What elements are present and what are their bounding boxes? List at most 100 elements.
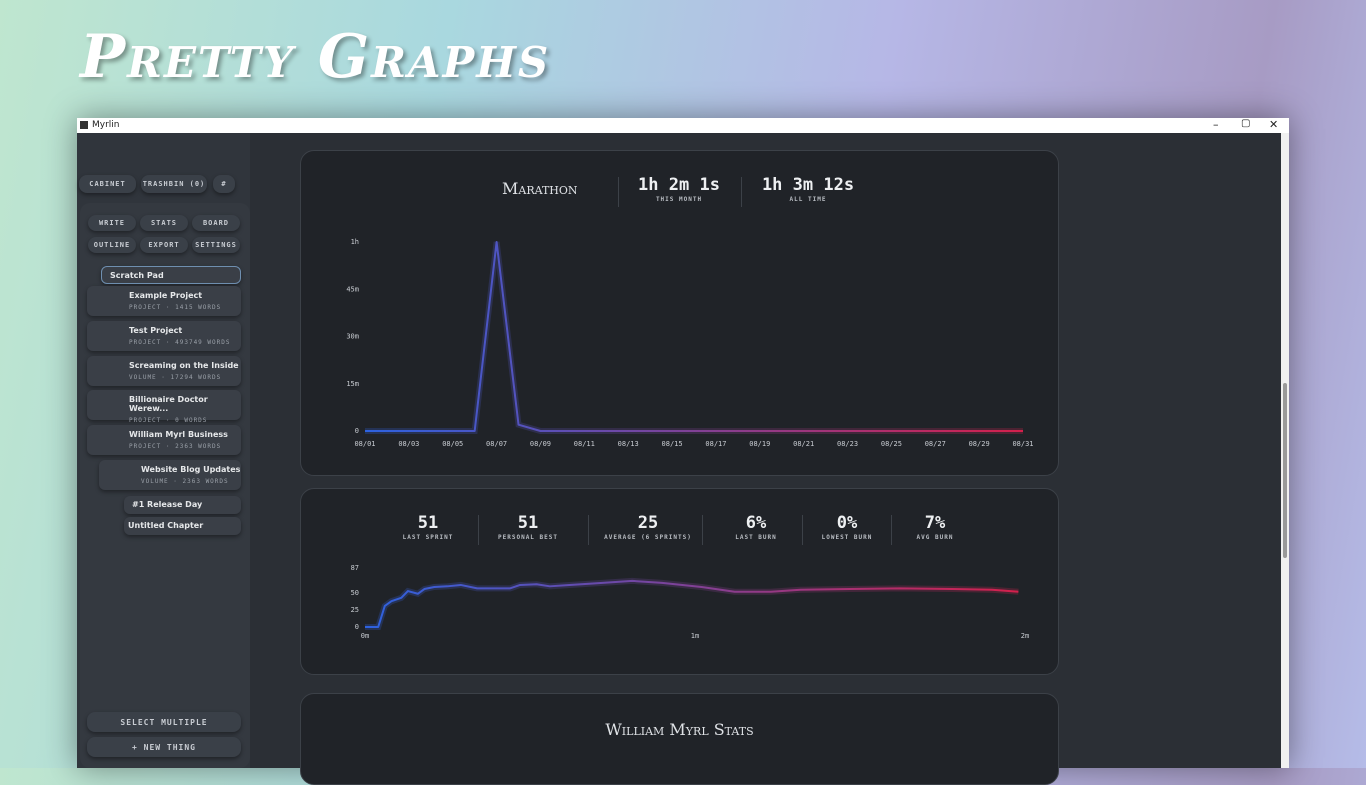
item-meta: PROJECT · 0 WORDS [129,417,208,424]
stats-card: William Myrl Stats [300,693,1059,785]
separator [801,515,803,545]
stat-label: LAST SPRINT [402,534,454,541]
tab[interactable]: SETTINGS [192,237,240,253]
marathon-chart: 0 15m 30m 45m 1h 08/01 08/03 08/05 08/07 08/09 08/… [346,238,1033,448]
card-title: Marathon [502,179,578,198]
app-icon [80,121,88,129]
project-item[interactable]: Billionaire Doctor Werew... PROJECT · 0 W… [87,390,241,424]
stat-label: PERSONAL BEST [498,534,558,541]
y-tick-label: 15m [346,380,359,388]
x-tick-label: 08/23 [837,440,858,448]
chapter[interactable]: #1 Release Day [124,496,241,514]
scroll-thumb[interactable] [1283,383,1287,558]
item-meta: PROJECT · 493749 WORDS [129,339,231,346]
close[interactable]: ✕ [1269,118,1279,131]
cabinet-button[interactable]: CABINET [79,175,136,193]
item-title: Website Blog Updates [141,465,241,474]
window-title: Myrlin [92,120,120,130]
x-tick-label: 08/15 [662,440,683,448]
new-thing-button[interactable]: + NEW THING [87,737,241,757]
x-tick-label: 08/29 [969,440,990,448]
item-title: Example Project [129,291,203,300]
stat-label: AVERAGE (6 SPRINTS) [604,534,692,541]
sprint-card: 51 LAST SPRINT 51 PERSONAL BEST 25 AVERAGE (6… [300,488,1059,675]
item-title: Test Project [129,326,183,335]
maximize[interactable]: ▢ [1241,118,1251,129]
x-tick-label: 08/05 [442,440,463,448]
x-tick-label: 08/11 [574,440,595,448]
x-tick-label: 08/03 [398,440,419,448]
separator [618,177,619,207]
y-tick-label: 25 [351,606,359,614]
y-tick-label: 1h [351,238,359,246]
tab[interactable]: STATS [140,215,188,231]
card-title: William Myrl Stats [605,720,754,739]
y-tick-label: 87 [351,564,359,572]
y-tick-label: 45m [346,285,359,293]
project-item[interactable]: Website Blog Updates VOLUME · 2363 WORDS [99,460,241,490]
x-tick-label: 1m [691,632,699,640]
x-tick-label: 08/09 [530,440,551,448]
separator [588,515,589,545]
y-tick-label: 0 [355,623,359,631]
stat-value: 25 [637,513,659,533]
data-line [365,579,1019,628]
x-tick-label: 08/13 [618,440,639,448]
stat-value: 1h 2m 1s [638,175,720,195]
stat-value: 51 [517,513,539,533]
app-window: Myrlin – ▢ ✕ CABINET TRASHBIN (0) # WRIT… [77,118,1289,785]
marathon-card: Marathon 1h 2m 1s THIS MONTH 1h 3m 12s A… [300,150,1059,476]
banner-title: Pretty Graphs [80,22,551,92]
stat-value: 6% [745,513,767,533]
x-tick-label: 08/27 [925,440,946,448]
scratch-pad[interactable]: Scratch Pad [101,266,241,284]
x-tick-label: 08/19 [749,440,770,448]
item-title: William Myrl Business [129,430,228,439]
select-multiple-button[interactable]: SELECT MULTIPLE [87,712,241,732]
separator [478,515,479,545]
x-tick-label: 08/17 [705,440,726,448]
tab[interactable]: BOARD [192,215,240,231]
stat-label: THIS MONTH [655,196,703,203]
x-tick-label: 08/31 [1012,440,1033,448]
sidebar: CABINET TRASHBIN (0) # WRITE STATS BOARD… [77,133,250,768]
data-line [365,241,1023,432]
stat-label: LOWEST BURN [821,534,873,541]
stat-value: 0% [836,513,858,533]
x-tick-label: 08/25 [881,440,902,448]
y-tick-label: 30m [346,333,359,341]
x-tick-label: 0m [361,632,369,640]
tag-button[interactable]: # [213,175,235,193]
scrollbar[interactable] [1281,133,1289,768]
stat-label: AVG BURN [916,534,954,541]
project-item[interactable]: William Myrl Business PROJECT · 2363 WORD… [87,425,241,455]
x-tick-label: 08/21 [793,440,814,448]
stat-value: 1h 3m 12s [761,175,855,195]
tab[interactable]: WRITE [88,215,136,231]
project-item[interactable]: Screaming on the Inside VOLUME · 17294 WO… [87,356,241,386]
x-tick-label: 08/07 [486,440,507,448]
title-bar: Myrlin – ▢ ✕ [77,118,1289,133]
tab[interactable]: OUTLINE [88,237,136,253]
trashbin-button[interactable]: TRASHBIN (0) [141,175,207,193]
item-meta: PROJECT · 1415 WORDS [129,304,222,311]
stat-value: 7% [924,513,946,533]
stat-value: 51 [417,513,439,533]
sprint-chart: 0 25 50 87 0m 1m 2m [351,564,1030,640]
project-item[interactable]: Test Project PROJECT · 493749 WORDS [87,321,241,351]
y-tick-label: 50 [351,589,359,597]
stat-label: ALL TIME [789,196,827,203]
tab[interactable]: EXPORT [140,237,188,253]
project-item[interactable]: Example Project PROJECT · 1415 WORDS [87,286,241,316]
item-title: Screaming on the Inside [129,361,239,370]
chapter[interactable]: Untitled Chapter [124,517,241,535]
separator [741,177,742,207]
item-meta: VOLUME · 17294 WORDS [129,374,222,381]
y-tick-label: 0 [355,427,359,435]
x-tick-label: 08/01 [354,440,375,448]
item-meta: PROJECT · 2363 WORDS [129,443,222,450]
item-meta: VOLUME · 2363 WORDS [141,478,229,485]
minimize[interactable]: – [1213,118,1219,131]
x-tick-label: 2m [1021,632,1029,640]
